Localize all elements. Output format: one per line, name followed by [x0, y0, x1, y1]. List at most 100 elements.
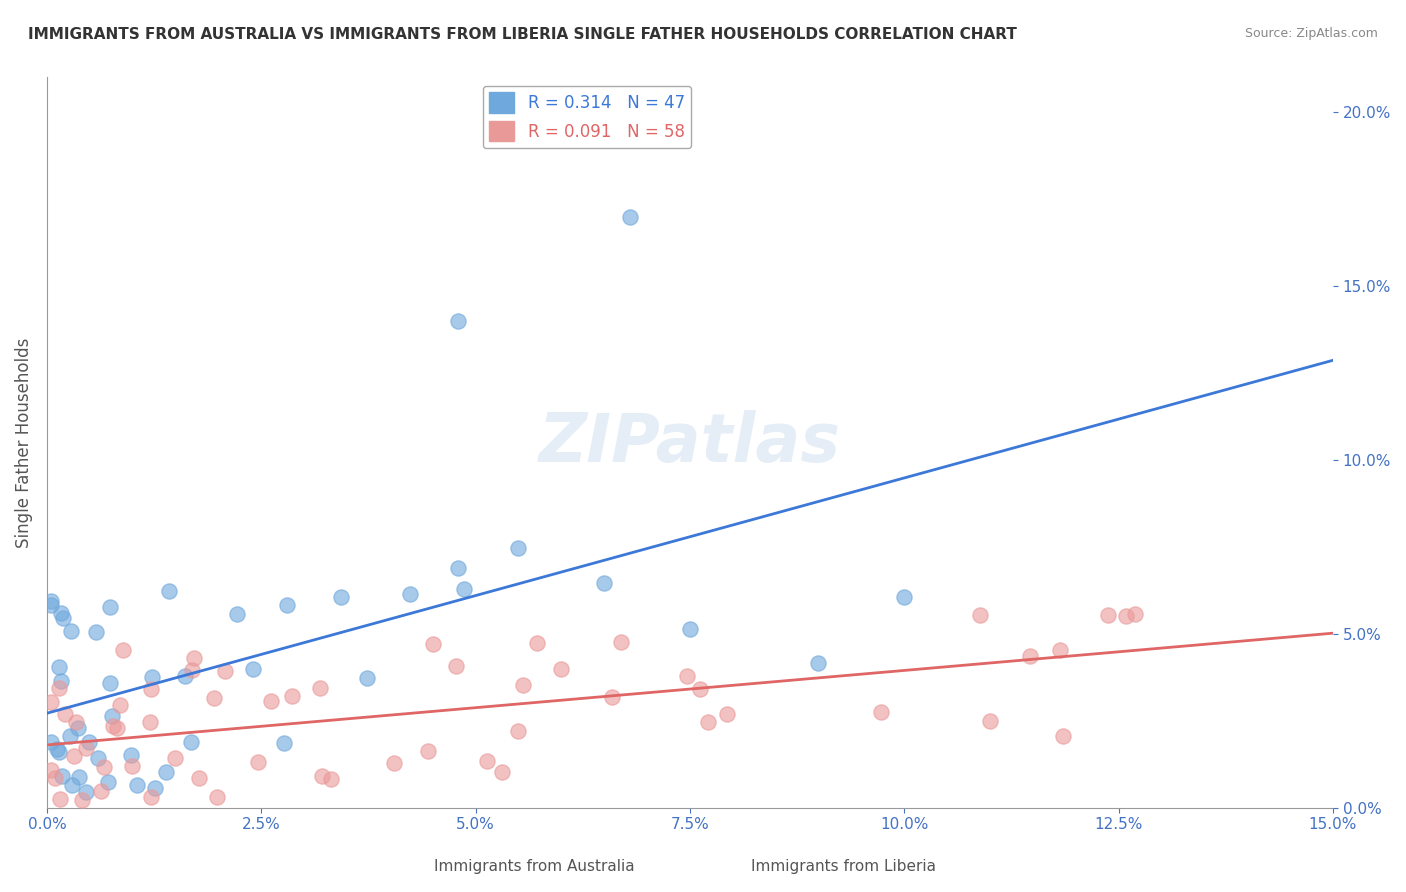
Point — [979, 714, 1001, 728]
Point — [77, 735, 100, 749]
Point — [491, 765, 513, 780]
Point — [97, 774, 120, 789]
Text: ZIPatlas: ZIPatlas — [538, 409, 841, 475]
Point — [444, 658, 467, 673]
Point — [1115, 608, 1137, 623]
Point — [512, 678, 534, 692]
Point — [121, 759, 143, 773]
Point — [165, 750, 187, 764]
Point — [44, 771, 66, 785]
Point — [453, 582, 475, 597]
Point — [52, 611, 75, 625]
Point — [273, 736, 295, 750]
Point — [422, 637, 444, 651]
Point — [214, 664, 236, 678]
Point — [101, 719, 124, 733]
Point — [49, 606, 72, 620]
Point — [600, 690, 623, 704]
Point — [39, 598, 62, 612]
Point — [382, 756, 405, 771]
Point — [48, 660, 70, 674]
Point — [49, 673, 72, 688]
Point — [105, 721, 128, 735]
Text: IMMIGRANTS FROM AUSTRALIA VS IMMIGRANTS FROM LIBERIA SINGLE FATHER HOUSEHOLDS CO: IMMIGRANTS FROM AUSTRALIA VS IMMIGRANTS … — [28, 27, 1017, 42]
Point — [46, 742, 69, 756]
Point — [356, 672, 378, 686]
Point — [157, 583, 180, 598]
Point — [183, 651, 205, 665]
Point — [127, 778, 149, 792]
Point — [39, 764, 62, 778]
Point — [70, 792, 93, 806]
Point — [101, 708, 124, 723]
Point — [321, 772, 343, 786]
Point — [1052, 729, 1074, 743]
Text: Immigrants from Liberia: Immigrants from Liberia — [751, 859, 936, 874]
Point — [98, 676, 121, 690]
Point — [108, 698, 131, 713]
Point — [508, 541, 530, 555]
Point — [187, 771, 209, 785]
Point — [180, 735, 202, 749]
Point — [276, 598, 298, 612]
Point — [75, 785, 97, 799]
Point — [111, 642, 134, 657]
Point — [139, 681, 162, 696]
Point — [67, 770, 90, 784]
Point — [475, 754, 498, 768]
Point — [62, 749, 84, 764]
Point — [49, 792, 72, 806]
Point — [75, 741, 97, 756]
Point — [120, 747, 142, 762]
Point — [53, 707, 76, 722]
Point — [447, 560, 470, 574]
Point — [242, 662, 264, 676]
Point — [1097, 607, 1119, 622]
Point — [1123, 607, 1146, 621]
Point — [676, 669, 699, 683]
Point — [679, 623, 702, 637]
Point — [180, 663, 202, 677]
Point — [969, 608, 991, 623]
Legend: R = 0.314   N = 47, R = 0.091   N = 58: R = 0.314 N = 47, R = 0.091 N = 58 — [482, 86, 692, 148]
Point — [173, 669, 195, 683]
Point — [311, 769, 333, 783]
Point — [870, 705, 893, 719]
Point — [689, 681, 711, 696]
Point — [39, 695, 62, 709]
Point — [281, 690, 304, 704]
Point — [893, 591, 915, 605]
Point — [60, 778, 83, 792]
Point — [550, 662, 572, 676]
Point — [807, 657, 830, 671]
Point — [330, 590, 353, 604]
Point — [619, 210, 641, 224]
Point — [59, 729, 82, 743]
Point — [143, 781, 166, 796]
Point — [48, 745, 70, 759]
Point — [93, 760, 115, 774]
Point — [202, 691, 225, 706]
Point — [1019, 648, 1042, 663]
Point — [59, 624, 82, 638]
Point — [48, 681, 70, 695]
Point — [51, 769, 73, 783]
Point — [86, 624, 108, 639]
Point — [508, 724, 530, 739]
Text: Source: ZipAtlas.com: Source: ZipAtlas.com — [1244, 27, 1378, 40]
Point — [416, 744, 439, 758]
Point — [155, 764, 177, 779]
Point — [139, 715, 162, 730]
Point — [309, 681, 332, 696]
Point — [65, 715, 87, 730]
Point — [1049, 642, 1071, 657]
Point — [98, 600, 121, 615]
Point — [141, 669, 163, 683]
Point — [246, 755, 269, 769]
Point — [610, 635, 633, 649]
Point — [39, 594, 62, 608]
Point — [87, 751, 110, 765]
Point — [716, 706, 738, 721]
Point — [260, 694, 283, 708]
Point — [526, 636, 548, 650]
